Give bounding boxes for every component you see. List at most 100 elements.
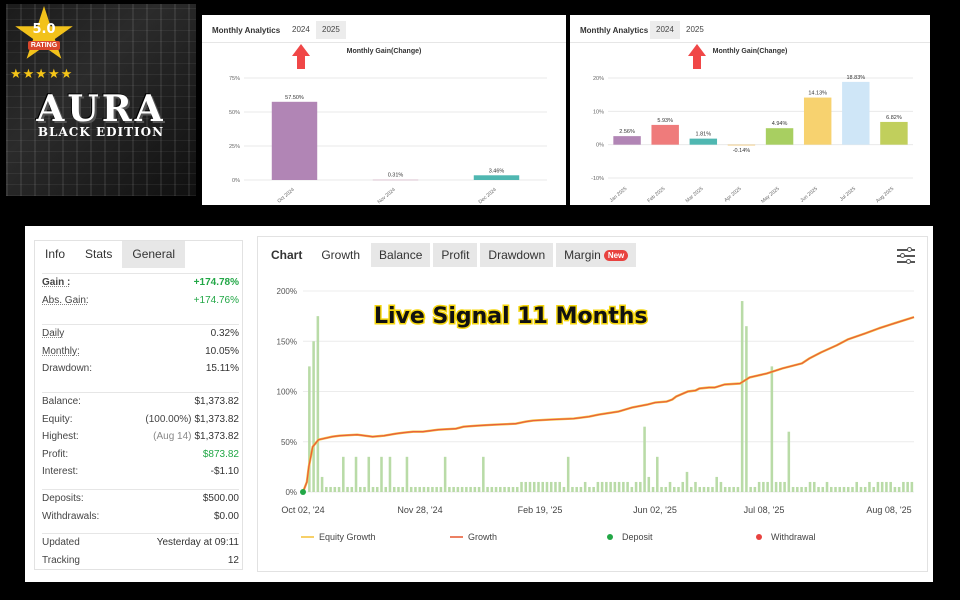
daily-gain-bar [405, 456, 409, 492]
bar [651, 124, 679, 145]
daily-gain-bar [846, 486, 850, 492]
daily-gain-bar [397, 486, 400, 492]
tab-2024[interactable]: 2024 [292, 25, 310, 34]
daily-gain-bar [588, 486, 591, 492]
category-label: Nov 2024 [377, 187, 397, 205]
daily-gain-bar [885, 481, 888, 492]
interest-row: Interest: -$1.10 [42, 463, 239, 481]
x-tick-label: Nov 28, '24 [397, 505, 442, 515]
daily-gain-bar [863, 486, 867, 492]
daily-gain-bar [617, 481, 621, 492]
daily-gain-bar [868, 481, 871, 492]
daily-gain-bar [732, 486, 735, 492]
tab-stats[interactable]: Stats [85, 247, 113, 261]
daily-gain-bar [834, 486, 837, 492]
tab-info[interactable]: Info [45, 247, 66, 261]
daily-gain-bar [380, 456, 383, 492]
tab-2024[interactable]: 2024 [650, 21, 680, 39]
daily-gain-bar [524, 481, 528, 492]
chart-title: Monthly Gain(Change) [347, 48, 422, 55]
tab-2025[interactable]: 2025 [316, 21, 346, 39]
tab-2025[interactable]: 2025 [686, 25, 704, 34]
daily-gain-bar [473, 486, 477, 492]
balance-label: Balance: [42, 396, 81, 407]
daily-gain-bar [651, 486, 655, 492]
profit-row: Profit: $873.82 [42, 446, 239, 464]
daily-gain-bar [350, 486, 354, 492]
category-label: Jul 2025 [839, 186, 858, 203]
daily-gain-bar [549, 481, 553, 492]
bar [689, 138, 718, 145]
tab-drawdown[interactable]: Drawdown [480, 243, 554, 267]
daily-gain-bar [511, 486, 515, 492]
data-label: 1.81% [696, 132, 712, 138]
daily-gain-bar [456, 486, 460, 492]
daily-gain-bar [486, 486, 489, 492]
daily-gain-bar [694, 481, 697, 492]
profit-value: $873.82 [202, 448, 239, 460]
daily-gain-bar [910, 481, 914, 492]
daily-gain-bar [813, 481, 816, 492]
highest-value: (Aug 14) $1,373.82 [153, 431, 239, 442]
daily-gain-bar [779, 481, 782, 492]
daily-gain-bar [448, 486, 451, 492]
sliders-icon[interactable] [897, 246, 915, 264]
monthly-analytics-2025-panel: Monthly Analytics 2024 2025 Monthly Gain… [570, 15, 930, 205]
profit-label: Profit: [42, 448, 69, 460]
daily-gain-bar [672, 486, 676, 492]
daily-gain-bar [333, 486, 337, 492]
daily-gain-bar [566, 456, 570, 492]
bar [880, 121, 908, 145]
y-tick-label: 50% [229, 110, 240, 116]
abs-gain-label: Abs. Gain: [42, 294, 89, 306]
balance-row: Balance: $1,373.82 [42, 393, 239, 411]
tab-chart[interactable]: Chart [271, 248, 303, 262]
legend-label: Withdrawal [771, 532, 816, 542]
daily-gain-bar [698, 486, 701, 492]
daily-gain-bar [800, 486, 803, 492]
deposits-label: Deposits: [42, 493, 84, 504]
stats-tabs: Info Stats General [35, 241, 186, 268]
daily-gain-bar [804, 486, 808, 492]
daily-gain-bar [762, 481, 765, 492]
daily-gain-bar [906, 481, 909, 492]
gain-value: +174.78% [193, 277, 239, 288]
monthly-analytics-title: Monthly Analytics [212, 26, 281, 35]
tracking-row: Tracking 12 [42, 552, 239, 570]
stats-panel: Info Stats General Gain : +174.78% Abs. … [34, 240, 243, 570]
daily-gain-bar [719, 481, 723, 492]
tracking-label: Tracking [42, 554, 80, 566]
daily-gain-bar [392, 486, 396, 492]
category-label: Jun 2025 [799, 186, 819, 204]
deposits-row: Deposits: $500.00 [42, 490, 239, 508]
tab-margin[interactable]: Margin New [556, 243, 637, 267]
highest-label: Highest: [42, 431, 79, 442]
chart-title: Monthly Gain(Change) [713, 48, 788, 55]
y-tick-label: 25% [229, 144, 240, 150]
legend-swatch [607, 534, 613, 540]
growth-line [302, 316, 915, 493]
tab-general[interactable]: General [122, 241, 186, 268]
daily-gain-bar [359, 486, 362, 492]
tab-balance[interactable]: Balance [371, 243, 431, 267]
growth-chart: 0% 50% 100% 150% 200% Oct 02, '24 Nov 28, '24 F… [277, 287, 915, 542]
daily-gain-bar [770, 366, 774, 492]
red-up-arrow-icon [688, 44, 706, 70]
daily-gain-bar [774, 481, 778, 492]
tab-profit[interactable]: Profit [433, 243, 478, 267]
y-tick-label: 100% [277, 388, 297, 397]
daily-gain-bar [664, 486, 668, 492]
red-up-arrow-icon [292, 44, 310, 70]
daily-gain-bar [728, 486, 731, 492]
abs-gain-value: +174.76% [193, 294, 239, 306]
deposit-marker [300, 489, 306, 495]
daily-gain-bar [571, 486, 574, 492]
tab-growth[interactable]: Growth [313, 243, 369, 267]
brand-edition: BLACK EDITION [37, 125, 165, 139]
daily-gain-bar [346, 486, 349, 492]
interest-label: Interest: [42, 466, 79, 477]
daily-gain-bar [656, 456, 659, 492]
daily-value: 0.32% [210, 328, 239, 339]
bar [842, 81, 870, 145]
daily-gain-bar [465, 486, 468, 492]
